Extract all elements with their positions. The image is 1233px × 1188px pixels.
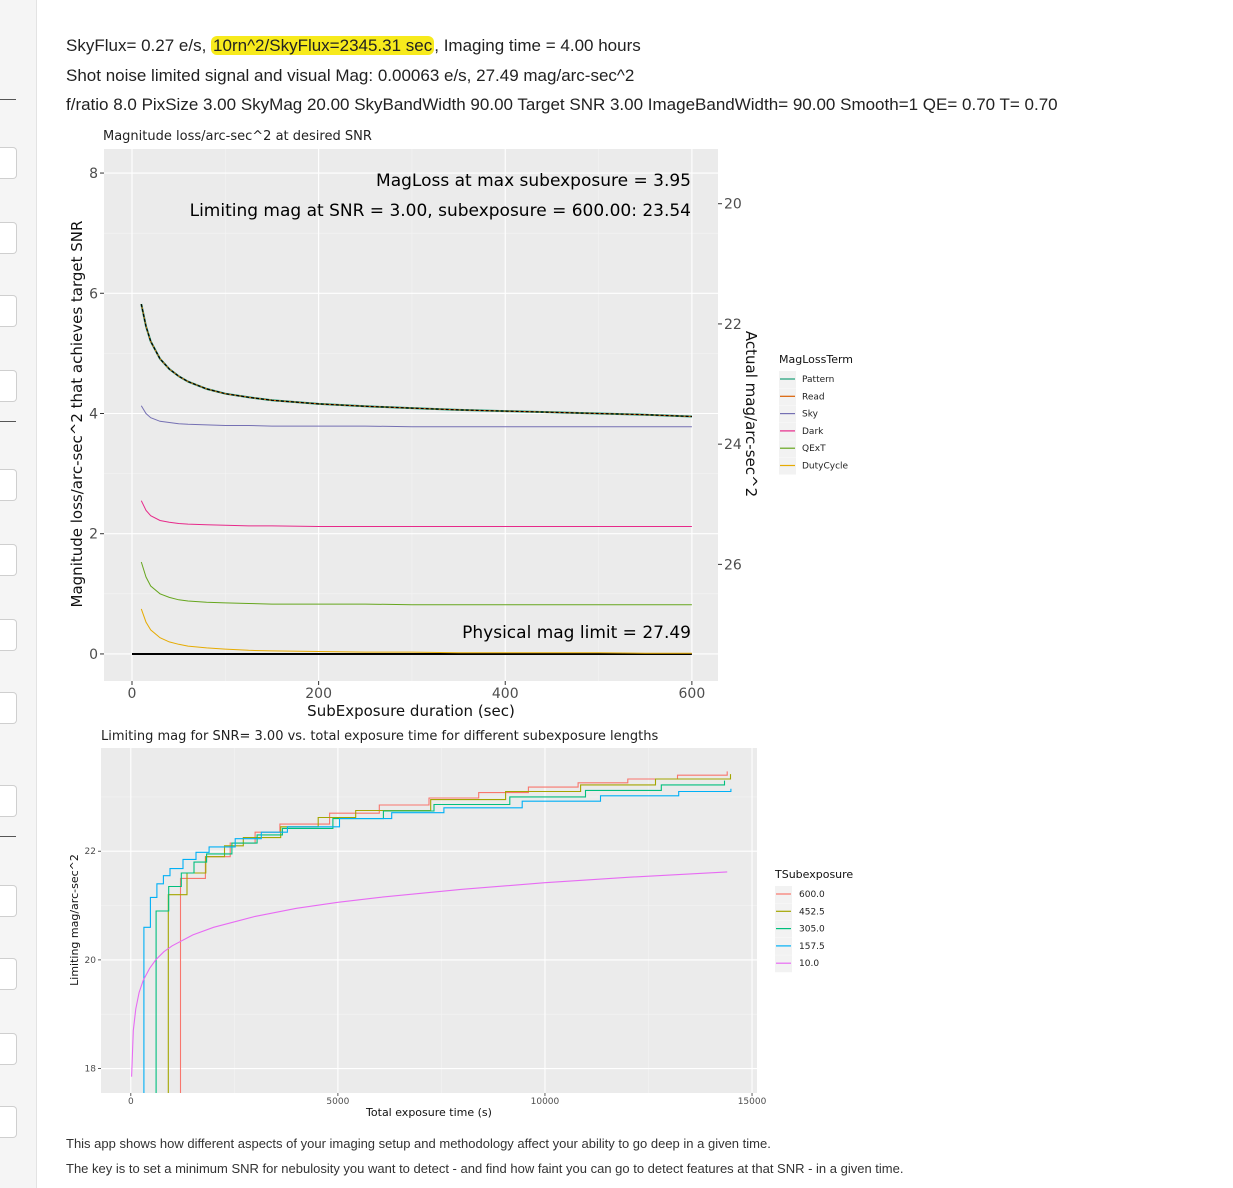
chart1-series-qext bbox=[140, 561, 692, 606]
skyflux-text: SkyFlux= 0.27 e/s, bbox=[66, 36, 212, 55]
chart1-series-sky bbox=[140, 405, 692, 428]
chart2-series-10-0 bbox=[131, 871, 728, 1077]
chart2-y-tick-label: 20 bbox=[85, 956, 97, 966]
chart2-legend-label: 157.5 bbox=[799, 942, 825, 952]
chart1-y2-tick-label: 26 bbox=[724, 557, 742, 573]
skyflux-summary: SkyFlux= 0.27 e/s, 10rn^2/SkyFlux=2345.3… bbox=[66, 36, 641, 56]
chart1-series-dutycycle bbox=[140, 608, 692, 654]
sidebar-input[interactable] bbox=[0, 1106, 17, 1138]
chart1-y-tick-label: 6 bbox=[89, 286, 98, 302]
sidebar-input[interactable] bbox=[0, 147, 17, 179]
chart2-series bbox=[131, 771, 732, 1093]
chart2-series-157-5 bbox=[143, 788, 732, 1093]
sidebar-divider bbox=[0, 99, 16, 100]
chart1-legend-label-sky: Sky bbox=[802, 410, 819, 420]
chart1-legend-title: MagLossTerm bbox=[779, 353, 853, 366]
sidebar-divider bbox=[0, 836, 16, 837]
chart2-legend-title: TSubexposure bbox=[774, 868, 853, 881]
chart1-legend-label-pattern: Pattern bbox=[802, 375, 834, 385]
chart2-x-tick-label: 5000 bbox=[326, 1097, 349, 1107]
chart1-series-dark bbox=[140, 500, 692, 527]
chart2-legend-label: 452.5 bbox=[799, 907, 825, 917]
chart1-series-total bbox=[140, 303, 692, 418]
chart1-series bbox=[131, 303, 692, 655]
chart2-legend: 600.0 452.5 305.0 157.5 10.0 bbox=[775, 886, 825, 973]
chart1-y-tick-label: 4 bbox=[89, 406, 98, 422]
chart2-y-tick-label: 18 bbox=[85, 1065, 97, 1075]
chart1-y2-tick-label: 20 bbox=[724, 197, 742, 213]
chart1-annotation-limiting-mag: Limiting mag at SNR = 3.00, subexposure … bbox=[190, 201, 691, 221]
chart1-y2-tick-label: 24 bbox=[724, 437, 742, 453]
chart2-y-axis-label: Limiting mag/arc-sec^2 bbox=[68, 854, 81, 986]
chart1-annotation-physical-limit: Physical mag limit = 27.49 bbox=[462, 623, 691, 643]
sidebar-divider bbox=[0, 421, 16, 422]
chart1-x-tick-label: 400 bbox=[492, 686, 519, 702]
sidebar-input[interactable] bbox=[0, 544, 17, 576]
chart1-y-tick-label: 8 bbox=[89, 166, 98, 182]
chart1-y-tick-label: 0 bbox=[89, 647, 98, 663]
chart1-legend-label-dutycycle: DutyCycle bbox=[802, 462, 849, 472]
chart2-y-tick-label: 22 bbox=[85, 847, 96, 857]
sidebar-input[interactable] bbox=[0, 885, 17, 917]
sidebar-input[interactable] bbox=[0, 469, 17, 501]
chart1-y-axis-label: Magnitude loss/arc-sec^2 that achieves t… bbox=[68, 221, 86, 608]
chart1-x-tick-label: 0 bbox=[128, 686, 137, 702]
chart2-series-305-0 bbox=[155, 780, 726, 1093]
chart1-legend-label-qext: QExT bbox=[802, 444, 826, 454]
sidebar-input[interactable] bbox=[0, 785, 17, 817]
footer-hint: The key is to set a minimum SNR for nebu… bbox=[66, 1161, 904, 1176]
sidebar-panel bbox=[0, 0, 37, 1188]
chart1-annotation-magloss: MagLoss at max subexposure = 3.95 bbox=[376, 171, 691, 191]
sidebar-input[interactable] bbox=[0, 295, 17, 327]
chart1-x-axis-label: SubExposure duration (sec) bbox=[307, 702, 515, 720]
chart1-y-tick-label: 2 bbox=[89, 527, 98, 543]
chart2-ticks: 0 5000 10000 15000 18 20 22 bbox=[85, 847, 767, 1107]
chart2-legend-label: 305.0 bbox=[799, 925, 825, 935]
chart1-legend-label-read: Read bbox=[802, 392, 825, 402]
chart1-panel bbox=[104, 149, 718, 681]
chart1-legend: Pattern Read Sky Dark QExT DutyCycle bbox=[779, 371, 849, 475]
sidebar-input[interactable] bbox=[0, 1033, 17, 1065]
footer-description: This app shows how different aspects of … bbox=[66, 1136, 771, 1151]
chart2-legend-label: 10.0 bbox=[799, 959, 819, 969]
sidebar-input[interactable] bbox=[0, 958, 17, 990]
highlighted-readnoise-ratio: 10rn^2/SkyFlux=2345.31 sec bbox=[211, 36, 435, 55]
chart2-legend-label: 600.0 bbox=[799, 890, 825, 900]
sidebar-input[interactable] bbox=[0, 692, 17, 724]
chart2-x-axis-label: Total exposure time (s) bbox=[365, 1106, 492, 1119]
shot-noise-summary: Shot noise limited signal and visual Mag… bbox=[66, 66, 635, 85]
sidebar-input[interactable] bbox=[0, 222, 17, 254]
chart1-x-tick-label: 200 bbox=[305, 686, 332, 702]
chart2-title: Limiting mag for SNR= 3.00 vs. total exp… bbox=[101, 729, 658, 744]
imaging-time-text: , Imaging time = 4.00 hours bbox=[434, 36, 641, 55]
sidebar-input[interactable] bbox=[0, 619, 17, 651]
chart2-x-tick-label: 10000 bbox=[531, 1097, 560, 1107]
chart1-y2-tick-label: 22 bbox=[724, 317, 742, 333]
chart1-y2-axis-label: Actual mag/arc-sec^2 bbox=[742, 331, 760, 497]
chart2-x-tick-label: 15000 bbox=[738, 1097, 767, 1107]
chart1-x-tick-label: 600 bbox=[679, 686, 706, 702]
chart2-grid bbox=[101, 748, 757, 1093]
chart1-legend-label-dark: Dark bbox=[802, 427, 824, 437]
chart1-title: Magnitude loss/arc-sec^2 at desired SNR bbox=[103, 129, 372, 144]
parameter-summary: f/ratio 8.0 PixSize 3.00 SkyMag 20.00 Sk… bbox=[66, 95, 1058, 114]
chart2-x-tick-label: 0 bbox=[128, 1097, 134, 1107]
sidebar-input[interactable] bbox=[0, 370, 17, 402]
